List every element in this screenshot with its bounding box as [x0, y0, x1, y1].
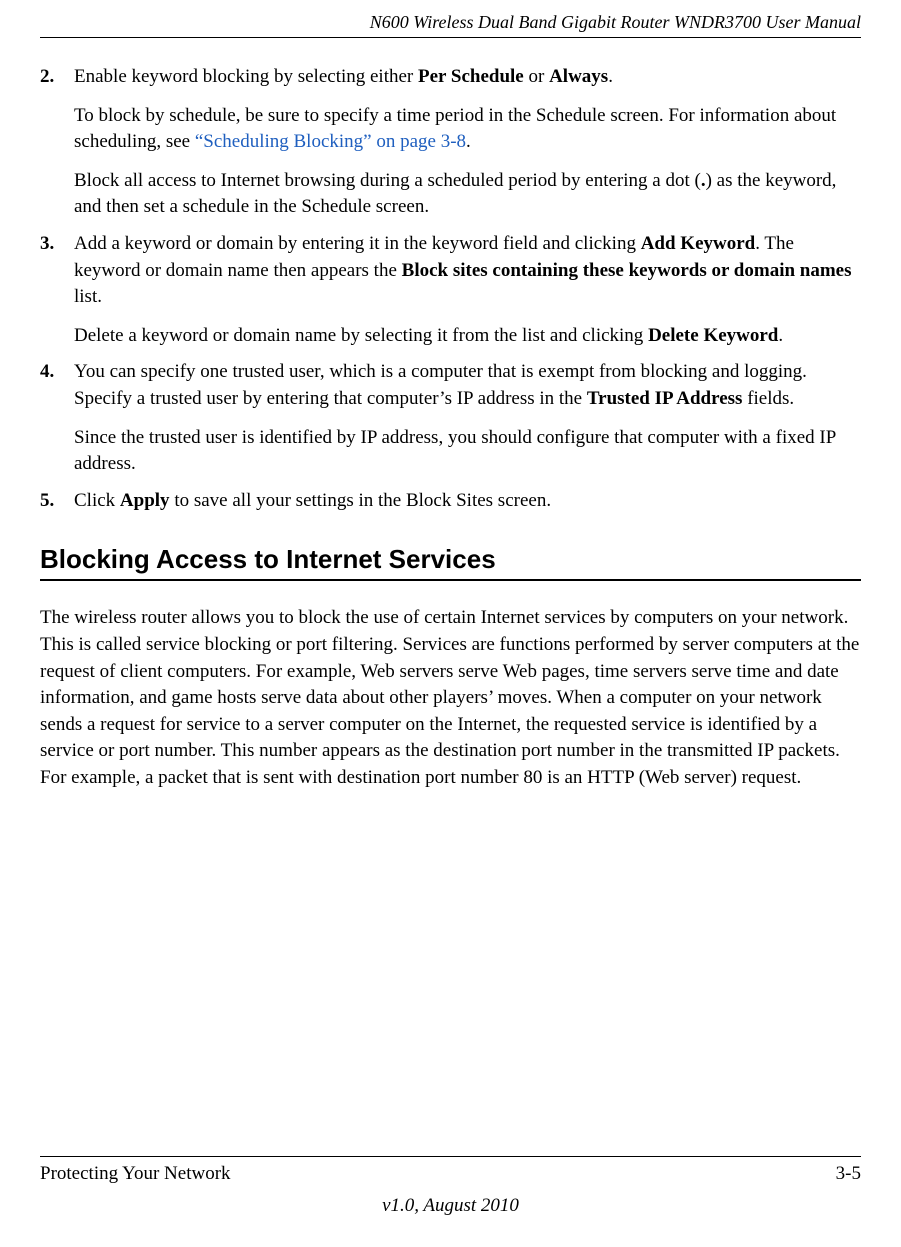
text: .: [608, 66, 613, 87]
text: .: [778, 325, 783, 346]
text: .: [466, 131, 471, 152]
step-3-para-1: Add a keyword or domain by entering it i…: [74, 231, 861, 311]
step-5-para-1: Click Apply to save all your settings in…: [74, 488, 551, 515]
step-number: 5.: [40, 488, 74, 515]
step-number: 2.: [40, 64, 74, 221]
step-3: 3. Add a keyword or domain by entering i…: [40, 231, 861, 349]
footer-section-title: Protecting Your Network: [40, 1163, 231, 1185]
text: Block all access to Internet browsing du…: [74, 170, 701, 191]
text: to save all your settings in the Block S…: [170, 490, 552, 511]
text: Add a keyword or domain by entering it i…: [74, 233, 641, 254]
text: list.: [74, 286, 102, 307]
bold-text: Per Schedule: [418, 66, 524, 87]
text: Click: [74, 490, 120, 511]
step-list: 2. Enable keyword blocking by selecting …: [40, 64, 861, 514]
footer-rule: [40, 1156, 861, 1157]
step-2-para-1: Enable keyword blocking by selecting eit…: [74, 64, 861, 91]
step-4: 4. You can specify one trusted user, whi…: [40, 359, 861, 477]
page-header: N600 Wireless Dual Band Gigabit Router W…: [40, 12, 861, 33]
step-4-para-2: Since the trusted user is identified by …: [74, 425, 861, 478]
step-body: Enable keyword blocking by selecting eit…: [74, 64, 861, 221]
bold-text: Block sites containing these keywords or…: [402, 260, 852, 281]
step-body: You can specify one trusted user, which …: [74, 359, 861, 477]
section-body: The wireless router allows you to block …: [40, 605, 861, 791]
step-3-para-2: Delete a keyword or domain name by selec…: [74, 323, 861, 350]
step-2: 2. Enable keyword blocking by selecting …: [40, 64, 861, 221]
bold-text: Delete Keyword: [648, 325, 778, 346]
bold-text: Add Keyword: [641, 233, 756, 254]
step-body: Add a keyword or domain by entering it i…: [74, 231, 861, 349]
header-rule: [40, 37, 861, 38]
footer-version: v1.0, August 2010: [40, 1195, 861, 1217]
page-footer: Protecting Your Network 3-5 v1.0, August…: [40, 1156, 861, 1217]
step-2-para-2: To block by schedule, be sure to specify…: [74, 103, 861, 156]
step-number: 4.: [40, 359, 74, 477]
text: Delete a keyword or domain name by selec…: [74, 325, 648, 346]
text: or: [524, 66, 549, 87]
bold-text: Apply: [120, 490, 170, 511]
text: Enable keyword blocking by selecting eit…: [74, 66, 418, 87]
step-4-para-1: You can specify one trusted user, which …: [74, 359, 861, 412]
footer-page-number: 3-5: [836, 1163, 861, 1185]
step-body: Click Apply to save all your settings in…: [74, 488, 551, 515]
section-heading-rule: [40, 579, 861, 581]
bold-text: Always: [549, 66, 608, 87]
scheduling-blocking-link[interactable]: “Scheduling Blocking” on page 3-8: [195, 131, 466, 152]
bold-text: Trusted IP Address: [587, 388, 743, 409]
text: fields.: [742, 388, 794, 409]
step-5: 5. Click Apply to save all your settings…: [40, 488, 861, 515]
step-number: 3.: [40, 231, 74, 349]
section-heading: Blocking Access to Internet Services: [40, 544, 861, 575]
step-2-para-3: Block all access to Internet browsing du…: [74, 168, 861, 221]
